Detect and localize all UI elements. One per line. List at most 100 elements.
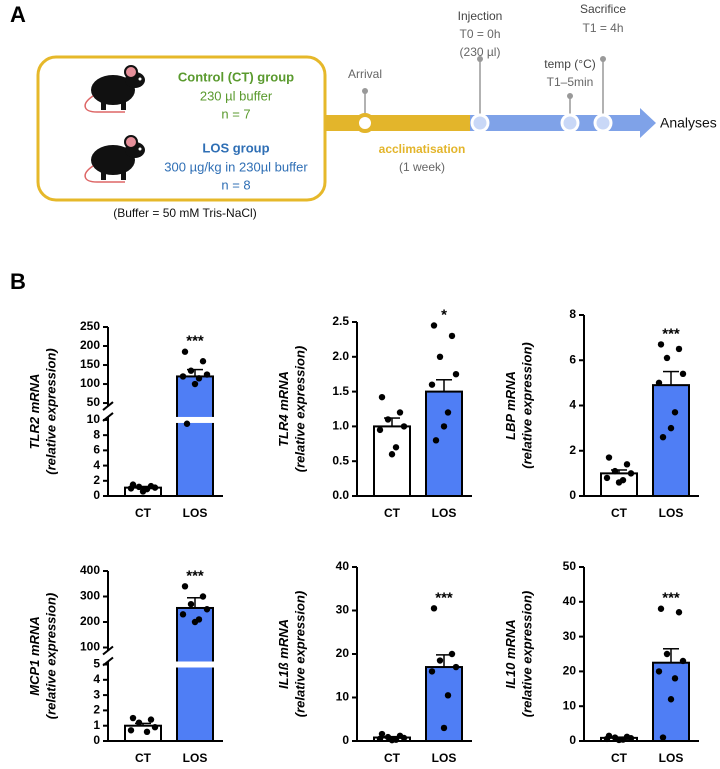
- y-tick-label: 0: [93, 733, 100, 747]
- data-point: [440, 724, 448, 732]
- x-tick-label: LOS: [183, 751, 208, 764]
- x-tick-label: LOS: [432, 506, 457, 520]
- los-dose: 300 µg/kg in 230µl buffer: [164, 159, 308, 174]
- data-point: [428, 668, 436, 675]
- data-point: [675, 609, 683, 616]
- data-point: [203, 606, 211, 613]
- y-tick-label: 1: [93, 718, 100, 732]
- y-tick-label: 30: [563, 629, 577, 643]
- data-point: [663, 354, 671, 362]
- data-point: [378, 730, 386, 738]
- gene-name: IL1ß: [276, 662, 291, 689]
- data-point: [667, 424, 675, 432]
- significance: *: [441, 306, 447, 323]
- data-point: [448, 332, 456, 340]
- data-point: [452, 663, 460, 671]
- data-point: [655, 668, 663, 675]
- y-axis-note: (relative expression): [292, 346, 307, 472]
- significance: ***: [435, 589, 453, 606]
- break-gap: [175, 416, 215, 423]
- y-tick-label: 300: [80, 589, 100, 603]
- x-tick-label: CT: [384, 751, 401, 764]
- y-tick-label: 0: [342, 733, 349, 747]
- data-point: [376, 735, 384, 743]
- y-tick-label: 1.5: [332, 384, 349, 398]
- analyses: Analyses: [660, 115, 717, 131]
- data-point: [388, 451, 396, 458]
- y-tick-label: 0: [569, 733, 576, 747]
- data-point: [400, 734, 408, 742]
- y-axis-label: TLR4 mRNA: [276, 371, 291, 447]
- buffer-note: (Buffer = 50 mM Tris-NaCl): [113, 206, 256, 220]
- x-tick-label: CT: [611, 751, 628, 764]
- y-tick-label: 4: [569, 398, 576, 412]
- y-tick-label: 8: [93, 427, 100, 441]
- data-point: [627, 470, 635, 477]
- data-point: [396, 409, 404, 416]
- significance: ***: [662, 590, 680, 607]
- y-tick-label: 2.5: [332, 314, 349, 328]
- data-point: [127, 485, 135, 492]
- y-tick-label: 5: [93, 657, 100, 671]
- data-point: [603, 735, 611, 743]
- data-point: [388, 736, 396, 744]
- y-tick-label: 100: [80, 640, 100, 654]
- data-point: [675, 345, 683, 353]
- data-point: [135, 719, 143, 726]
- y-axis-label: IL1ß mRNA: [276, 619, 291, 689]
- y-tick-label: 6: [569, 352, 576, 366]
- y-axis-note: (relative expression): [43, 593, 58, 719]
- x-tick-label: CT: [135, 506, 152, 520]
- data-point: [659, 734, 667, 741]
- panel-label: A: [10, 2, 26, 27]
- significance: ***: [186, 567, 204, 584]
- axis-break: [102, 645, 114, 656]
- y-tick-label: 20: [563, 664, 577, 678]
- y-tick-label: 2: [93, 473, 100, 487]
- y-tick-label: 2: [569, 443, 576, 457]
- bar: [425, 390, 463, 498]
- data-point: [179, 611, 187, 618]
- x-tick-label: CT: [384, 506, 401, 520]
- bar: [652, 384, 690, 498]
- y-label-suffix: mRNA: [276, 371, 291, 414]
- y-tick-label: 1.0: [332, 419, 349, 433]
- data-point: [392, 444, 400, 451]
- data-point: [147, 716, 155, 723]
- y-axis-note: (relative expression): [43, 348, 58, 474]
- y-label-suffix: mRNA: [503, 619, 518, 662]
- data-point: [181, 583, 189, 590]
- data-point: [671, 675, 679, 682]
- data-point: [663, 650, 671, 658]
- data-point: [444, 409, 452, 416]
- timeline-stems: [364, 60, 604, 115]
- gene-name: TLR4: [276, 414, 291, 447]
- los-n: n = 8: [221, 177, 250, 192]
- data-point: [671, 409, 679, 416]
- data-point: [384, 416, 392, 423]
- data-point: [611, 467, 619, 475]
- y-tick-label: 40: [563, 594, 577, 608]
- timeline-point: [593, 113, 613, 133]
- data-point: [657, 341, 665, 348]
- y-tick-label: 4: [93, 672, 100, 686]
- y-tick-label: 200: [80, 614, 100, 628]
- data-point: [655, 379, 663, 387]
- y-label-suffix: mRNA: [27, 616, 42, 659]
- data-point: [452, 371, 460, 378]
- data-point: [129, 714, 137, 722]
- y-axis-note: (relative expression): [519, 591, 534, 717]
- data-point: [143, 728, 151, 736]
- data-point: [679, 370, 687, 378]
- data-point: [187, 600, 195, 608]
- timeline-point: [355, 113, 375, 133]
- data-point: [679, 657, 687, 665]
- mouse-icon: [84, 135, 146, 183]
- y-tick-label: 3: [93, 687, 100, 701]
- data-point: [448, 650, 456, 658]
- data-point: [605, 454, 613, 461]
- y-tick-label: 10: [336, 690, 350, 704]
- data-point: [667, 696, 675, 703]
- timeline-point: [560, 113, 580, 133]
- injection-volume: (230 µl): [460, 45, 501, 59]
